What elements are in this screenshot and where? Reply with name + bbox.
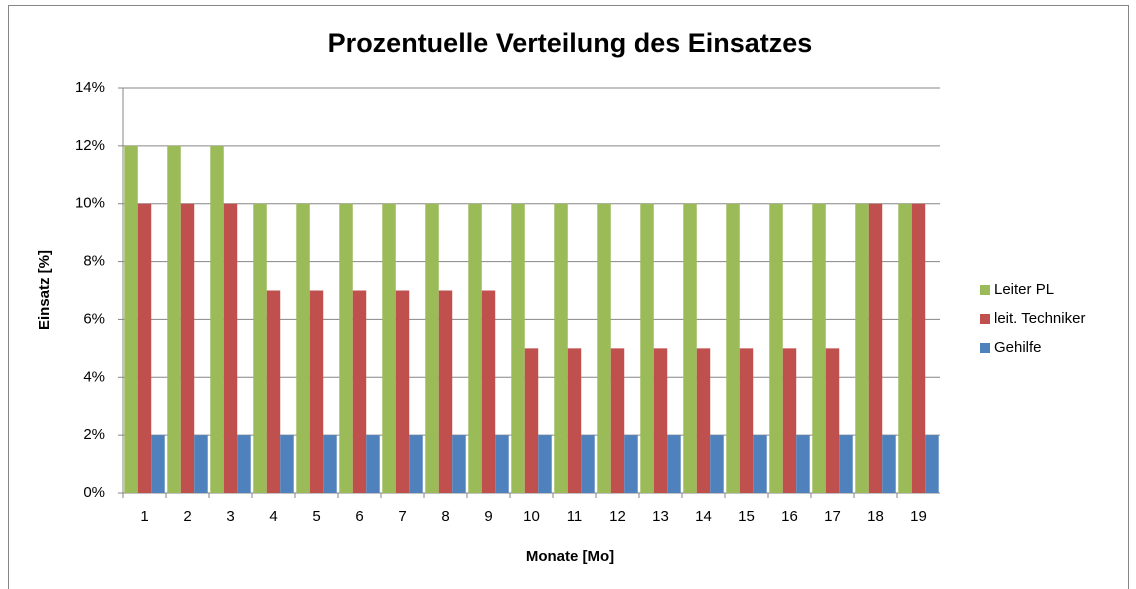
bar bbox=[597, 203, 611, 493]
x-tick-label: 3 bbox=[226, 508, 234, 525]
bar bbox=[352, 290, 367, 493]
bar bbox=[524, 348, 539, 493]
y-tick-label: 14% bbox=[75, 79, 105, 96]
bar bbox=[653, 348, 668, 493]
bar bbox=[223, 203, 238, 493]
y-tick-label: 12% bbox=[75, 137, 105, 154]
legend-swatch bbox=[980, 314, 990, 324]
x-tick-label: 17 bbox=[824, 508, 841, 525]
bar bbox=[640, 203, 654, 493]
y-tick-label: 2% bbox=[83, 426, 105, 443]
x-tick-label: 8 bbox=[441, 508, 449, 525]
bar bbox=[296, 203, 310, 493]
bar bbox=[438, 290, 453, 493]
bar bbox=[266, 290, 281, 493]
bar bbox=[180, 203, 195, 493]
bar bbox=[468, 203, 482, 493]
bar bbox=[882, 435, 896, 493]
bar bbox=[137, 203, 152, 493]
x-tick-label: 13 bbox=[652, 508, 669, 525]
bar bbox=[452, 435, 466, 493]
bar bbox=[925, 435, 939, 493]
bar bbox=[898, 203, 912, 493]
y-tick-label: 4% bbox=[83, 368, 105, 385]
bar bbox=[726, 203, 740, 493]
bar bbox=[911, 203, 926, 493]
x-tick-label: 4 bbox=[269, 508, 277, 525]
bar bbox=[610, 348, 625, 493]
x-tick-label: 14 bbox=[695, 508, 712, 525]
x-tick-label: 12 bbox=[609, 508, 626, 525]
x-tick-label: 19 bbox=[910, 508, 927, 525]
bar bbox=[382, 203, 396, 493]
bar bbox=[825, 348, 840, 493]
bar bbox=[151, 435, 165, 493]
bar bbox=[237, 435, 251, 493]
chart-title: Prozentuelle Verteilung des Einsatzes bbox=[328, 28, 813, 58]
x-tick-label: 7 bbox=[398, 508, 406, 525]
x-tick-label: 11 bbox=[567, 508, 583, 525]
y-tick-label: 8% bbox=[83, 253, 105, 270]
bar bbox=[796, 435, 810, 493]
legend-label: leit. Techniker bbox=[994, 310, 1085, 327]
bar bbox=[280, 435, 294, 493]
bar bbox=[855, 203, 869, 493]
x-tick-label: 1 bbox=[140, 508, 148, 525]
x-tick-label: 18 bbox=[867, 508, 884, 525]
y-tick-label: 10% bbox=[75, 195, 105, 212]
bar bbox=[739, 348, 754, 493]
bar bbox=[868, 203, 883, 493]
bar bbox=[323, 435, 337, 493]
x-tick-label: 6 bbox=[355, 508, 363, 525]
bar bbox=[309, 290, 324, 493]
x-tick-label: 10 bbox=[523, 508, 540, 525]
bar bbox=[782, 348, 797, 493]
bar bbox=[339, 203, 353, 493]
bar bbox=[511, 203, 525, 493]
y-tick-label: 0% bbox=[83, 484, 105, 501]
bar bbox=[495, 435, 509, 493]
bar bbox=[210, 145, 224, 493]
bar bbox=[395, 290, 410, 493]
bar bbox=[167, 145, 181, 493]
bar bbox=[409, 435, 423, 493]
bar bbox=[554, 203, 568, 493]
x-axis-label: Monate [Mo] bbox=[526, 548, 614, 565]
bar bbox=[683, 203, 697, 493]
bar bbox=[710, 435, 724, 493]
x-tick-label: 16 bbox=[781, 508, 798, 525]
bar bbox=[769, 203, 783, 493]
y-axis-label: Einsatz [%] bbox=[36, 250, 53, 330]
bar bbox=[366, 435, 380, 493]
bar bbox=[425, 203, 439, 493]
x-tick-label: 5 bbox=[312, 508, 320, 525]
bar bbox=[753, 435, 767, 493]
bar bbox=[124, 145, 138, 493]
legend-label: Gehilfe bbox=[994, 339, 1042, 356]
bar bbox=[581, 435, 595, 493]
y-tick-label: 6% bbox=[83, 310, 105, 327]
bar bbox=[812, 203, 826, 493]
bar bbox=[624, 435, 638, 493]
legend-swatch bbox=[980, 343, 990, 353]
bar bbox=[667, 435, 681, 493]
bar bbox=[839, 435, 853, 493]
x-tick-label: 2 bbox=[183, 508, 191, 525]
bar bbox=[253, 203, 267, 493]
legend-label: Leiter PL bbox=[994, 281, 1054, 298]
bar bbox=[567, 348, 582, 493]
x-tick-label: 9 bbox=[484, 508, 492, 525]
x-tick-label: 15 bbox=[738, 508, 755, 525]
bar bbox=[696, 348, 711, 493]
bar bbox=[538, 435, 552, 493]
bar bbox=[481, 290, 496, 493]
bar bbox=[194, 435, 208, 493]
legend-swatch bbox=[980, 285, 990, 295]
